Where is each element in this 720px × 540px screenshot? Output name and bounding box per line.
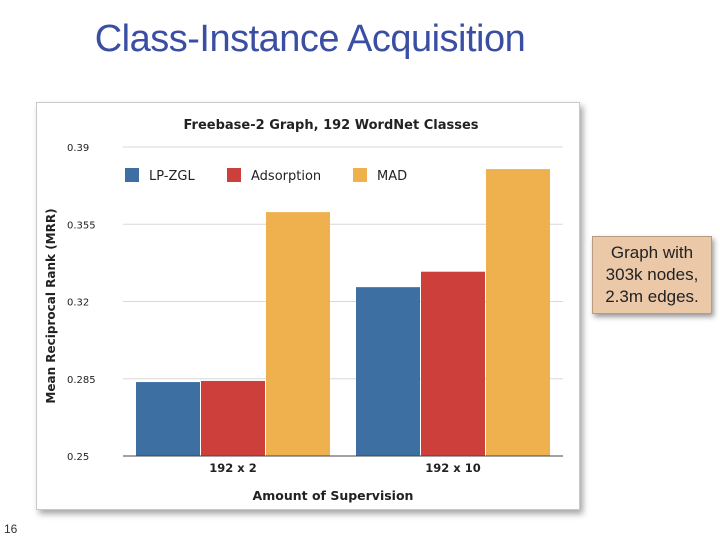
chart-card: Freebase-2 Graph, 192 WordNet Classes Me… xyxy=(36,102,580,510)
callout-line-3: 2.3m edges. xyxy=(605,287,699,306)
bar-mad-1 xyxy=(486,169,550,457)
legend-swatch-lp-zgl xyxy=(125,168,139,182)
axes: 0.39 0.355 0.32 0.285 0.25 192 x 2 192 x 10 xyxy=(67,143,563,475)
bar-adsorption-0 xyxy=(201,380,265,456)
y-tick-label: 0.285 xyxy=(67,375,96,386)
slide-title: Class-Instance Acquisition xyxy=(94,18,526,60)
legend-label-mad: MAD xyxy=(377,169,407,184)
legend-swatch-mad xyxy=(353,168,367,182)
bar-mad-0 xyxy=(266,212,330,456)
y-tick-label: 0.32 xyxy=(67,298,89,309)
callout-box: Graph with 303k nodes, 2.3m edges. xyxy=(592,236,712,314)
callout-line-1: Graph with xyxy=(610,243,694,262)
x-tick-label: 192 x 2 xyxy=(209,461,256,475)
legend-label-adsorption: Adsorption xyxy=(251,169,321,184)
y-tick-label: 0.355 xyxy=(67,220,96,231)
legend-swatch-adsorption xyxy=(227,168,241,182)
bar-adsorption-1 xyxy=(421,271,485,456)
chart-title: Freebase-2 Graph, 192 WordNet Classes xyxy=(184,118,479,133)
y-axis-label: Mean Reciprocal Rank (MRR) xyxy=(44,208,58,403)
page-number: 16 xyxy=(4,522,18,536)
legend-label-lp-zgl: LP-ZGL xyxy=(149,169,195,184)
legend: LP-ZGL Adsorption MAD xyxy=(125,168,407,184)
bar-chart: Freebase-2 Graph, 192 WordNet Classes Me… xyxy=(44,118,563,503)
bar-lp-zgl-0 xyxy=(136,382,200,456)
x-axis-label: Amount of Supervision xyxy=(253,488,414,503)
x-tick-label: 192 x 10 xyxy=(425,461,480,475)
bar-lp-zgl-1 xyxy=(356,287,420,456)
bars xyxy=(136,169,550,457)
y-tick-label: 0.25 xyxy=(67,452,89,463)
y-tick-label: 0.39 xyxy=(67,143,89,154)
callout-line-2: 303k nodes, xyxy=(605,265,699,284)
